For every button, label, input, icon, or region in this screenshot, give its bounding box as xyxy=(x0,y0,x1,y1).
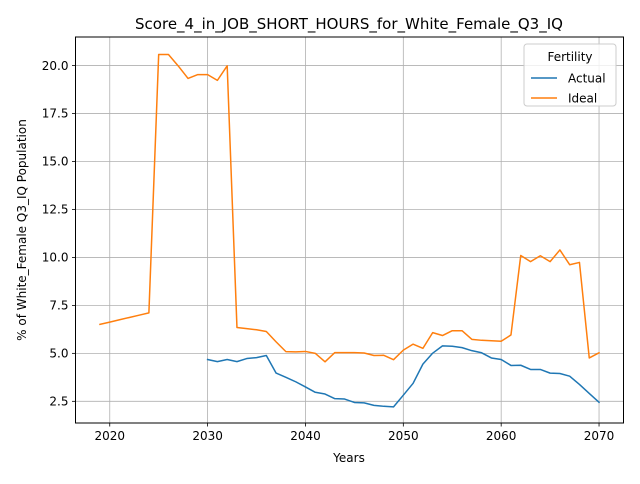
x-axis-label: Years xyxy=(332,451,365,465)
legend-box xyxy=(523,43,617,107)
x-tick-label: 2070 xyxy=(584,429,615,443)
legend-label-actual: Actual xyxy=(568,72,606,86)
y-tick-label: 20.0 xyxy=(42,59,69,73)
legend-title: Fertility xyxy=(547,50,592,64)
y-tick-label: 2.5 xyxy=(49,395,68,409)
x-tick-label: 2060 xyxy=(486,429,517,443)
legend: Fertility Actual Ideal xyxy=(523,43,617,107)
y-axis-ticks: 2.5 5.0 7.5 10.0 12.5 15.0 17.5 20.0 xyxy=(42,59,76,409)
legend-items: Actual Ideal xyxy=(531,72,606,106)
x-axis-ticks: 2020 2030 2040 2050 2060 2070 xyxy=(94,423,614,443)
series-line-ideal xyxy=(99,53,601,363)
y-tick-label: 15.0 xyxy=(42,155,69,169)
series-lines xyxy=(99,53,601,408)
y-axis-label: % of White_Female Q3_IQ Population xyxy=(15,119,29,341)
x-tick-label: 2020 xyxy=(94,429,125,443)
x-tick-label: 2040 xyxy=(290,429,321,443)
grid xyxy=(75,37,624,423)
y-tick-label: 10.0 xyxy=(42,251,69,265)
y-tick-label: 5.0 xyxy=(49,347,68,361)
y-tick-label: 17.5 xyxy=(42,107,69,121)
x-tick-label: 2050 xyxy=(388,429,419,443)
plot-frame xyxy=(75,36,624,424)
series-line-actual xyxy=(206,345,601,408)
legend-label-ideal: Ideal xyxy=(568,92,597,106)
chart-title: Score_4_in_JOB_SHORT_HOURS_for_White_Fem… xyxy=(135,15,563,34)
y-tick-label: 12.5 xyxy=(42,203,69,217)
x-tick-label: 2030 xyxy=(192,429,223,443)
y-tick-label: 7.5 xyxy=(49,299,68,313)
